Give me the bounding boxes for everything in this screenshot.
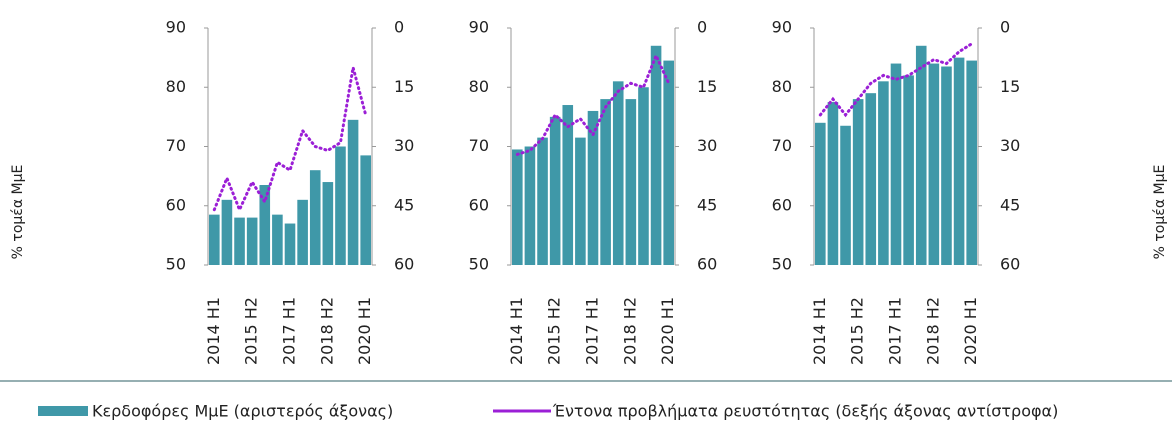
- y2-tick-label: 15: [697, 77, 717, 96]
- y-tick-label: 50: [166, 255, 186, 274]
- line-series: [818, 42, 974, 118]
- bar: [852, 99, 864, 265]
- y-tick-label: 60: [469, 195, 489, 214]
- y2-axis-label: % τομέα ΜμΕ: [1152, 165, 1168, 260]
- bar: [524, 146, 536, 265]
- y2-tick-label: 30: [697, 136, 717, 155]
- bar: [209, 214, 220, 265]
- y2-tick-label: 30: [394, 136, 414, 155]
- bar: [903, 75, 914, 266]
- y-tick-label: 70: [772, 136, 792, 155]
- bar: [549, 116, 561, 265]
- bar: [537, 137, 548, 265]
- bar: [284, 223, 296, 265]
- bar: [575, 137, 586, 265]
- y2-tick-label: 45: [1000, 195, 1020, 214]
- bar: [309, 170, 321, 265]
- bar: [612, 81, 624, 265]
- bar: [221, 199, 233, 265]
- bar: [347, 119, 359, 266]
- bar: [915, 45, 927, 266]
- bar: [335, 146, 346, 265]
- x-tick-label: 2018 H2: [620, 297, 639, 365]
- y-tick-label: 70: [166, 136, 186, 155]
- bar: [297, 199, 308, 265]
- y-tick-label: 80: [469, 77, 489, 96]
- y-tick-label: 50: [772, 255, 792, 274]
- y2-tick-label: 15: [394, 77, 414, 96]
- x-tick-label: 2020 H1: [658, 297, 677, 365]
- legend-label: Κερδοφόρες ΜμΕ (αριστερός άξονας): [92, 402, 393, 421]
- bar: [246, 217, 258, 265]
- y-tick-label: 90: [166, 18, 186, 37]
- bar: [966, 60, 977, 266]
- y-tick-label: 90: [772, 18, 792, 37]
- bar: [512, 149, 523, 265]
- y2-tick-label: 0: [394, 18, 404, 37]
- y-tick-label: 80: [772, 77, 792, 96]
- x-tick-label: 2014 H1: [507, 297, 526, 365]
- y2-tick-label: 45: [697, 195, 717, 214]
- x-tick-label: 2015 H2: [242, 297, 261, 365]
- x-tick-label: 2015 H2: [545, 297, 564, 365]
- y2-tick-label: 60: [697, 255, 717, 274]
- bar: [360, 155, 371, 265]
- y-tick-label: 60: [166, 195, 186, 214]
- x-tick-label: 2015 H2: [848, 297, 867, 365]
- bar: [650, 45, 662, 266]
- legend-label: Έντονα προβλήματα ρευστότητας (δεξής άξο…: [552, 402, 1058, 421]
- y-tick-label: 80: [166, 77, 186, 96]
- y-tick-label: 60: [772, 195, 792, 214]
- bar: [259, 185, 271, 265]
- bar: [878, 81, 889, 265]
- bar: [272, 214, 283, 265]
- bar: [600, 99, 611, 265]
- bar: [865, 93, 877, 265]
- bar: [562, 105, 574, 266]
- x-tick-label: 2020 H1: [961, 297, 980, 365]
- y2-tick-label: 45: [394, 195, 414, 214]
- line-series: [515, 51, 671, 156]
- bar: [928, 63, 940, 265]
- bar: [322, 182, 334, 265]
- y2-tick-label: 0: [697, 18, 707, 37]
- bar: [625, 99, 637, 265]
- bar: [638, 87, 649, 265]
- bar: [234, 217, 245, 265]
- x-tick-label: 2014 H1: [204, 297, 223, 365]
- x-tick-label: 2017 H1: [280, 297, 299, 365]
- x-tick-label: 2020 H1: [355, 297, 374, 365]
- bar: [815, 122, 826, 265]
- y2-tick-label: 0: [1000, 18, 1010, 37]
- y-tick-label: 70: [469, 136, 489, 155]
- bar: [827, 102, 839, 265]
- x-tick-label: 2014 H1: [810, 297, 829, 365]
- y2-tick-label: 30: [1000, 136, 1020, 155]
- y2-tick-label: 60: [394, 255, 414, 274]
- bar: [953, 57, 965, 265]
- x-tick-label: 2017 H1: [886, 297, 905, 365]
- x-tick-label: 2018 H2: [923, 297, 942, 365]
- y2-tick-label: 15: [1000, 77, 1020, 96]
- bar: [840, 125, 851, 265]
- y-tick-label: 50: [469, 255, 489, 274]
- legend-swatch: [38, 406, 88, 416]
- y-tick-label: 90: [469, 18, 489, 37]
- x-tick-label: 2017 H1: [583, 297, 602, 365]
- x-tick-label: 2018 H2: [317, 297, 336, 365]
- bar: [890, 63, 902, 265]
- y2-tick-label: 60: [1000, 255, 1020, 274]
- bar: [941, 66, 952, 265]
- bar: [587, 110, 599, 265]
- y-axis-label: % τομέα ΜμΕ: [10, 165, 26, 260]
- bar: [663, 60, 674, 266]
